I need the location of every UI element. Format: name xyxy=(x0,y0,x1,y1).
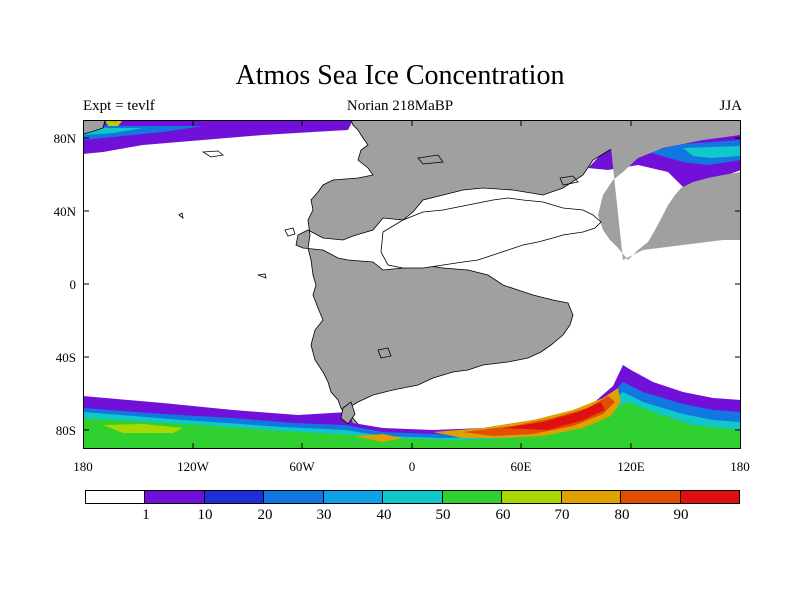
colorbar-swatch xyxy=(442,491,503,503)
lon-label: 180 xyxy=(730,459,750,474)
lat-label: 80S xyxy=(55,423,76,438)
lat-label: 80N xyxy=(53,131,76,146)
inland-sea xyxy=(380,197,602,269)
colorbar-label: 30 xyxy=(316,507,332,523)
map-panel xyxy=(83,120,741,449)
colorbar xyxy=(85,490,740,504)
islands xyxy=(178,150,579,359)
colorbar-swatch xyxy=(264,491,324,503)
colorbar-swatch xyxy=(145,491,205,503)
colorbar-swatch xyxy=(204,491,265,503)
lon-label: 120W xyxy=(177,459,209,474)
experiment-label: Expt = tevlf xyxy=(83,98,155,114)
colorbar-label: 60 xyxy=(495,507,511,523)
lon-label: 0 xyxy=(408,459,416,474)
colorbar-label: 90 xyxy=(673,507,689,523)
colorbar-swatch xyxy=(621,491,681,503)
colorbar-swatch xyxy=(383,491,443,503)
colorbar-swatch xyxy=(561,491,622,503)
colorbar-swatch xyxy=(86,491,146,503)
lon-label: 120E xyxy=(617,459,645,474)
lat-label: 40S xyxy=(55,350,76,365)
colorbar-label: 50 xyxy=(435,507,451,523)
axis-ticks xyxy=(83,120,741,449)
season-label: JJA xyxy=(719,98,742,114)
plot-title: Atmos Sea Ice Concentration xyxy=(235,60,565,91)
colorbar-label: 1 xyxy=(142,507,150,523)
land-mass xyxy=(83,120,741,426)
lon-label: 180 xyxy=(73,459,93,474)
lat-label: 40N xyxy=(53,204,76,219)
colorbar-label: 10 xyxy=(197,507,213,523)
colorbar-label: 20 xyxy=(257,507,273,523)
colorbar-label: 70 xyxy=(554,507,570,523)
colorbar-label: 40 xyxy=(376,507,392,523)
colorbar-label: 80 xyxy=(614,507,630,523)
colorbar-swatch xyxy=(323,491,384,503)
sea-ice-north-west xyxy=(83,120,353,154)
lon-label: 60E xyxy=(510,459,532,474)
period-label: Norian 218MaBP xyxy=(346,98,454,114)
lon-label: 60W xyxy=(289,459,315,474)
lat-label: 0 xyxy=(69,277,77,292)
colorbar-swatch xyxy=(680,491,739,503)
colorbar-swatch xyxy=(502,491,562,503)
sea-ice-south xyxy=(83,365,741,449)
